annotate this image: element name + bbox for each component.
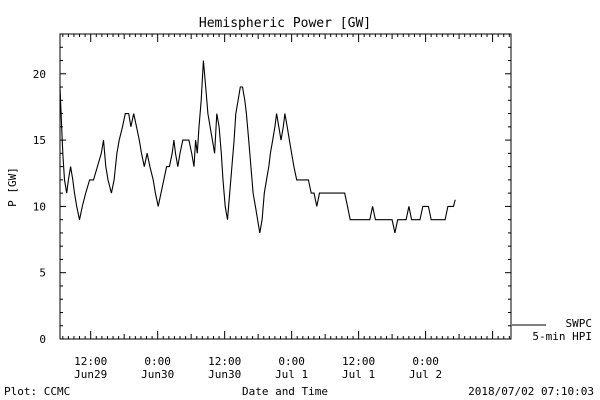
x-axis-label: Date and Time	[242, 385, 328, 398]
y-tick-label: 0	[39, 333, 46, 346]
x-tick-label-time: 0:00	[412, 355, 439, 368]
legend-label-swpc: SWPC	[566, 317, 593, 330]
y-axis-label: P [GW]	[6, 167, 19, 207]
x-tick-label-time: 12:00	[74, 355, 107, 368]
chart-title: Hemispheric Power [GW]	[199, 16, 371, 31]
series-group	[59, 60, 456, 234]
y-tick-label: 15	[33, 134, 46, 147]
x-tick-label-date: Jun30	[208, 368, 241, 381]
x-tick-label-time: 0:00	[144, 355, 171, 368]
y-tick-label: 5	[39, 267, 46, 280]
legend: SWPC 5-min HPI	[512, 317, 592, 343]
x-tick-label-date: Jul 1	[342, 368, 375, 381]
x-tick-label-time: 0:00	[278, 355, 305, 368]
x-tick-label-date: Jun30	[141, 368, 174, 381]
x-tick-label-time: 12:00	[342, 355, 375, 368]
x-tick-label-date: Jul 2	[409, 368, 442, 381]
plot-frame	[59, 33, 512, 340]
plot-timestamp: 2018/07/02 07:10:03	[468, 385, 594, 398]
legend-label-hpi: 5-min HPI	[532, 330, 592, 343]
series-line-swpc	[59, 60, 456, 234]
x-tick-label-time: 12:00	[208, 355, 241, 368]
x-tick-label-date: Jul 1	[275, 368, 308, 381]
y-axis: 0 5 10 15 20	[33, 33, 511, 346]
y-tick-label: 10	[33, 200, 46, 213]
x-tick-label-date: Jun29	[74, 368, 107, 381]
y-tick-label: 20	[33, 68, 46, 81]
plot-credit: Plot: CCMC	[4, 385, 70, 398]
